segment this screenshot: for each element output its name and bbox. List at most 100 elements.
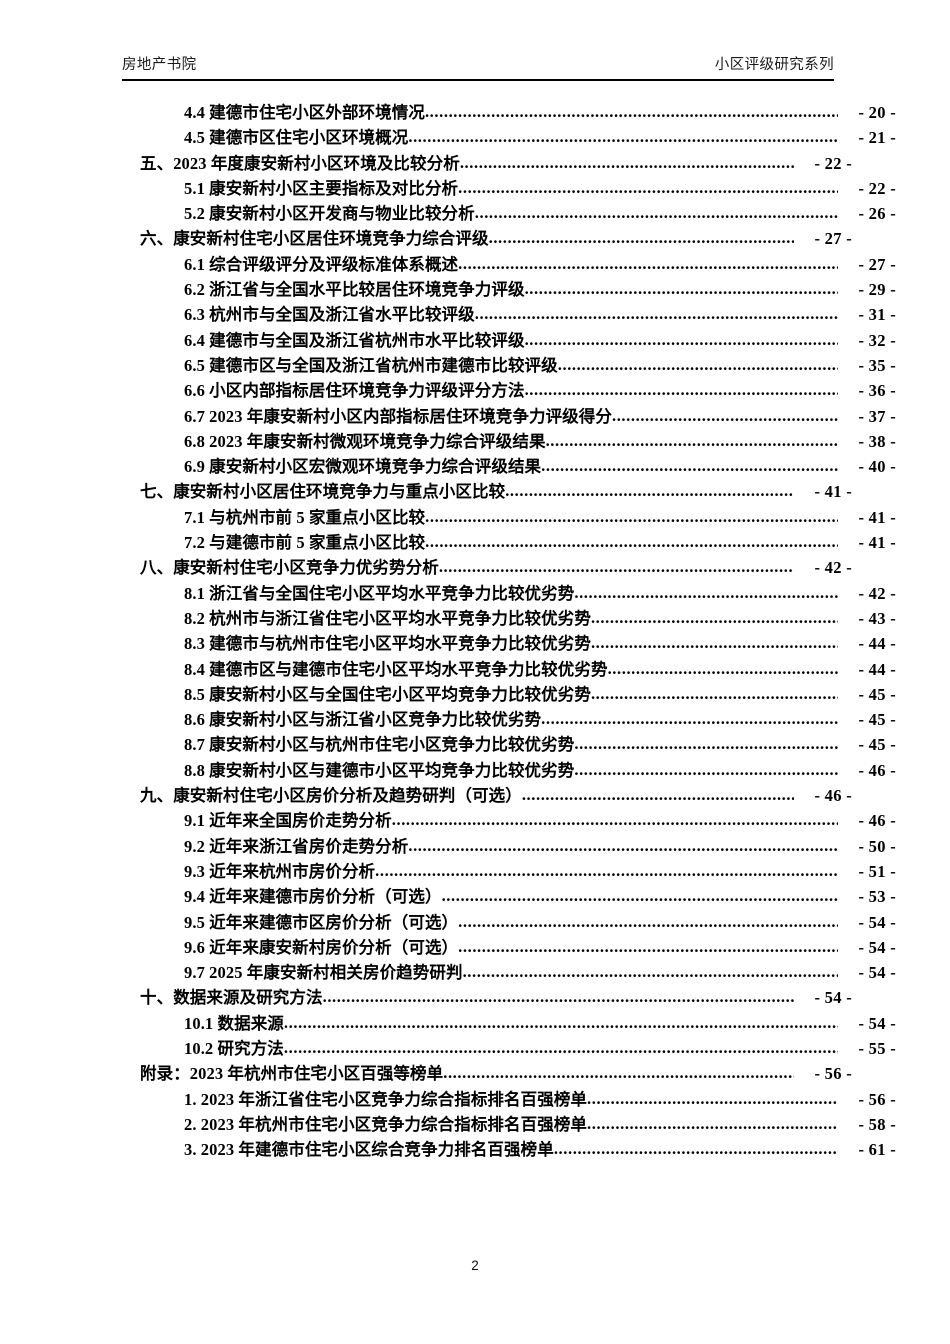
toc-entry-label: 十、数据来源及研究方法 (140, 988, 323, 1008)
toc-entry-page-number: - 22 - (858, 178, 896, 198)
toc-entry-page-number: - 43 - (858, 608, 896, 628)
toc-entry-label: 8.8 康安新村小区与建德市小区平均竞争力比较优劣势 (184, 760, 575, 780)
toc-entry-label: 六、康安新村住宅小区居住环境竞争力综合评级 (140, 229, 489, 249)
toc-entry-label: 1. 2023 年浙江省住宅小区竞争力综合指标排名百强榜单 (184, 1089, 588, 1109)
toc-entry[interactable]: 八、康安新村住宅小区竞争力优劣势分析 - 42 - (122, 555, 852, 580)
header-right-text: 小区评级研究系列 (714, 57, 834, 73)
toc-entry-label: 9.7 2025 年康安新村相关房价趋势研判 (184, 963, 463, 983)
toc-entry[interactable]: 十、数据来源及研究方法 - 54 - (122, 985, 852, 1010)
toc-entry[interactable]: 9.6 近年来康安新村房价分析（可选） - 54 - (122, 935, 896, 960)
toc-entry-label: 6.5 建德市区与全国及浙江省杭州市建德市比较评级 (184, 355, 558, 375)
toc-dot-leader (574, 581, 838, 605)
toc-entry[interactable]: 2. 2023 年杭州市住宅小区竞争力综合指标排名百强榜单 - 58 - (122, 1112, 896, 1137)
toc-entry[interactable]: 6.1 综合评级评分及评级标准体系概述 - 27 - (122, 252, 896, 277)
toc-entry-page-number: - 41 - (858, 533, 896, 553)
toc-entry-label: 附录：2023 年杭州市住宅小区百强等榜单 (140, 1064, 444, 1084)
toc-entry[interactable]: 8.1 浙江省与全国住宅小区平均水平竞争力比较优劣势 - 42 - (122, 581, 896, 606)
toc-entry-page-number: - 45 - (858, 710, 896, 730)
toc-entry-page-number: - 61 - (858, 1140, 896, 1160)
toc-entry[interactable]: 五、2023 年度康安新村小区环境及比较分析 - 22 - (122, 151, 852, 176)
table-of-contents: 4.4 建德市住宅小区外部环境情况 - 20 - 4.5 建德市区住宅小区环境概况 -… (122, 100, 896, 1162)
toc-entry-label: 8.6 康安新村小区与浙江省小区竞争力比较优劣势 (184, 710, 542, 730)
toc-entry[interactable]: 6.8 2023 年康安新村微观环境竞争力综合评级结果 - 38 - (122, 429, 896, 454)
toc-entry-page-number: - 27 - (814, 229, 852, 249)
toc-dot-leader (574, 732, 838, 756)
toc-entry[interactable]: 9.4 近年来建德市房价分析（可选） - 53 - (122, 884, 896, 909)
toc-entry[interactable]: 六、康安新村住宅小区居住环境竞争力综合评级 - 27 - (122, 226, 852, 251)
toc-entry[interactable]: 6.7 2023 年康安新村小区内部指标居住环境竞争力评级得分 - 37 - (122, 404, 896, 429)
toc-dot-leader (284, 1036, 838, 1060)
toc-entry-page-number: - 38 - (858, 431, 896, 451)
toc-entry[interactable]: 10.1 数据来源 - 54 - (122, 1011, 896, 1036)
toc-entry[interactable]: 5.1 康安新村小区主要指标及对比分析 - 22 - (122, 176, 896, 201)
toc-entry-page-number: - 22 - (814, 153, 852, 173)
toc-entry[interactable]: 8.8 康安新村小区与建德市小区平均竞争力比较优劣势 - 46 - (122, 758, 896, 783)
toc-entry[interactable]: 1. 2023 年浙江省住宅小区竞争力综合指标排名百强榜单 - 56 - (122, 1087, 896, 1112)
toc-entry[interactable]: 6.4 建德市与全国及浙江省杭州市水平比较评级 - 32 - (122, 328, 896, 353)
toc-entry[interactable]: 9.2 近年来浙江省房价走势分析 - 50 - (122, 834, 896, 859)
toc-dot-leader (392, 808, 838, 832)
toc-entry[interactable]: 6.9 康安新村小区宏微观环境竞争力综合评级结果 - 40 - (122, 454, 896, 479)
toc-entry[interactable]: 6.2 浙江省与全国水平比较居住环境竞争力评级 - 29 - (122, 277, 896, 302)
toc-dot-leader (554, 1137, 838, 1161)
toc-entry[interactable]: 5.2 康安新村小区开发商与物业比较分析 - 26 - (122, 201, 896, 226)
toc-entry[interactable]: 9.7 2025 年康安新村相关房价趋势研判 - 54 - (122, 960, 896, 985)
toc-entry-page-number: - 45 - (858, 684, 896, 704)
toc-dot-leader (425, 505, 838, 529)
toc-dot-leader (458, 176, 838, 200)
toc-dot-leader (443, 1061, 794, 1085)
toc-entry[interactable]: 9.1 近年来全国房价走势分析 - 46 - (122, 808, 896, 833)
toc-entry-page-number: - 21 - (858, 128, 896, 148)
toc-entry-label: 6.8 2023 年康安新村微观环境竞争力综合评级结果 (184, 431, 546, 451)
toc-entry-label: 8.4 建德市区与建德市住宅小区平均水平竞争力比较优劣势 (184, 659, 608, 679)
toc-entry-label: 五、2023 年度康安新村小区环境及比较分析 (140, 153, 460, 173)
toc-entry-label: 4.4 建德市住宅小区外部环境情况 (184, 103, 425, 122)
toc-dot-leader (522, 783, 794, 807)
toc-entry-page-number: - 46 - (858, 811, 896, 831)
toc-entry[interactable]: 4.5 建德市区住宅小区环境概况 - 21 - (122, 125, 896, 150)
toc-entry[interactable]: 4.4 建德市住宅小区外部环境情况 - 20 - (122, 100, 896, 125)
toc-entry[interactable]: 9.5 近年来建德市区房价分析（可选） - 54 - (122, 910, 896, 935)
toc-entry-page-number: - 32 - (858, 330, 896, 350)
toc-dot-leader (408, 125, 838, 149)
toc-entry[interactable]: 七、康安新村小区居住环境竞争力与重点小区比较 - 41 - (122, 479, 852, 504)
toc-dot-leader (489, 226, 794, 250)
toc-dot-leader (458, 935, 838, 959)
toc-entry[interactable]: 10.2 研究方法 - 55 - (122, 1036, 896, 1061)
toc-dot-leader (612, 404, 838, 428)
toc-entry[interactable]: 8.4 建德市区与建德市住宅小区平均水平竞争力比较优劣势 - 44 - (122, 657, 896, 682)
toc-entry-page-number: - 27 - (858, 254, 896, 274)
toc-entry-page-number: - 46 - (814, 786, 852, 806)
toc-entry[interactable]: 8.2 杭州市与浙江省住宅小区平均水平竞争力比较优劣势 - 43 - (122, 606, 896, 631)
toc-entry-page-number: - 44 - (858, 659, 896, 679)
toc-entry-page-number: - 36 - (858, 381, 896, 401)
toc-entry[interactable]: 6.3 杭州市与全国及浙江省水平比较评级 - 31 - (122, 302, 896, 327)
toc-entry[interactable]: 8.3 建德市与杭州市住宅小区平均水平竞争力比较优劣势 - 44 - (122, 631, 896, 656)
toc-entry[interactable]: 附录：2023 年杭州市住宅小区百强等榜单 - 56 - (122, 1061, 852, 1086)
toc-dot-leader (591, 631, 838, 655)
toc-entry-label: 8.2 杭州市与浙江省住宅小区平均水平竞争力比较优劣势 (184, 608, 591, 628)
toc-entry[interactable]: 8.6 康安新村小区与浙江省小区竞争力比较优劣势 - 45 - (122, 707, 896, 732)
toc-entry[interactable]: 6.5 建德市区与全国及浙江省杭州市建德市比较评级 - 35 - (122, 353, 896, 378)
toc-entry-page-number: - 54 - (814, 988, 852, 1008)
toc-entry[interactable]: 9.3 近年来杭州市房价分析 - 51 - (122, 859, 896, 884)
toc-entry-page-number: - 45 - (858, 735, 896, 755)
toc-entry[interactable]: 8.7 康安新村小区与杭州市住宅小区竞争力比较优劣势 - 45 - (122, 732, 896, 757)
toc-dot-leader (375, 859, 838, 883)
toc-entry[interactable]: 九、康安新村住宅小区房价分析及趋势研判（可选） - 46 - (122, 783, 852, 808)
toc-entry-page-number: - 54 - (858, 937, 896, 957)
toc-entry-label: 6.1 综合评级评分及评级标准体系概述 (184, 254, 459, 274)
toc-entry[interactable]: 7.1 与杭州市前 5 家重点小区比较 - 41 - (122, 505, 896, 530)
toc-entry[interactable]: 3. 2023 年建德市住宅小区综合竞争力排名百强榜单 - 61 - (122, 1137, 896, 1162)
toc-entry-label: 七、康安新村小区居住环境竞争力与重点小区比较 (140, 482, 506, 502)
toc-dot-leader (525, 328, 838, 352)
toc-entry-page-number: - 42 - (814, 558, 852, 578)
toc-entry[interactable]: 8.5 康安新村小区与全国住宅小区平均竞争力比较优劣势 - 45 - (122, 682, 896, 707)
toc-entry[interactable]: 6.6 小区内部指标居住环境竞争力评级评分方法 - 36 - (122, 378, 896, 403)
toc-entry[interactable]: 7.2 与建德市前 5 家重点小区比较 - 41 - (122, 530, 896, 555)
toc-entry-label: 6.6 小区内部指标居住环境竞争力评级评分方法 (184, 381, 525, 401)
toc-entry-label: 7.1 与杭州市前 5 家重点小区比较 (184, 507, 426, 527)
toc-entry-label: 8.7 康安新村小区与杭州市住宅小区竞争力比较优劣势 (184, 735, 575, 755)
toc-entry-label: 7.2 与建德市前 5 家重点小区比较 (184, 533, 426, 553)
toc-entry-label: 10.2 研究方法 (184, 1038, 284, 1058)
